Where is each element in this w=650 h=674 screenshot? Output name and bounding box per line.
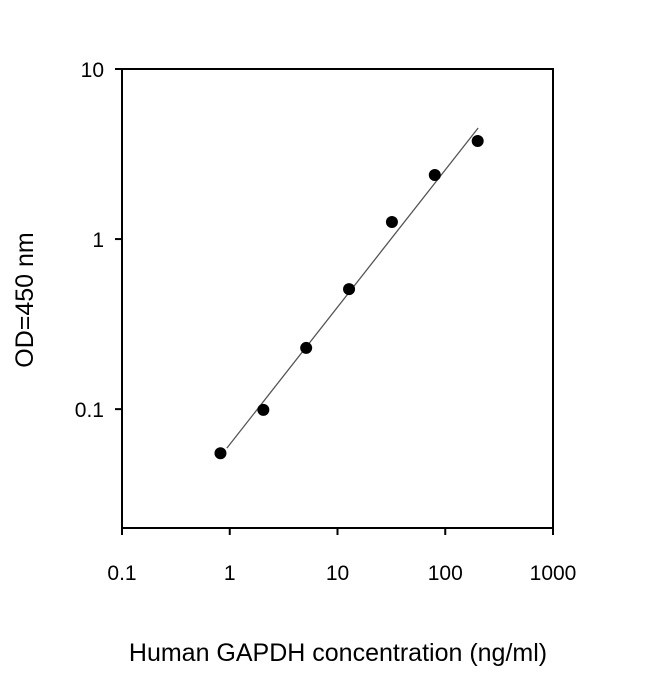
x-tick-label: 1000 [530, 562, 577, 585]
y-tick-label: 0.1 [75, 399, 104, 422]
x-tick-label: 100 [428, 562, 463, 585]
data-point [471, 135, 484, 148]
y-axis-title: OD=450 nm [11, 232, 39, 368]
x-tick-label: 10 [326, 562, 349, 585]
plot-border [121, 68, 554, 529]
data-point [428, 169, 441, 182]
data-point [343, 283, 356, 296]
plot-frame [121, 68, 554, 529]
data-point [300, 341, 313, 354]
data-point [257, 403, 270, 416]
ticks [115, 68, 554, 535]
data-point [214, 447, 227, 460]
y-tick-label: 10 [81, 59, 104, 82]
data-point [385, 215, 398, 228]
x-tick-label: 0.1 [107, 562, 136, 585]
x-tick-label: 1 [224, 562, 236, 585]
y-tick-label: 1 [92, 229, 104, 252]
x-axis-title: Human GAPDH concentration (ng/ml) [129, 639, 547, 667]
